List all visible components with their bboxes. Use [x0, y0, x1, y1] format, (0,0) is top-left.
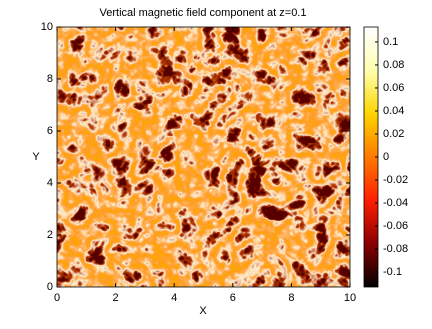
colorbar-tick-label: 0.06 [383, 82, 404, 94]
y-tick-label: 0 [47, 281, 53, 293]
colorbar-tick-label: 0.04 [383, 105, 404, 117]
x-tick-label: 8 [288, 292, 294, 304]
colorbar-tick-label: -0.02 [383, 174, 408, 186]
y-tick-label: 2 [47, 229, 53, 241]
y-axis-label: Y [32, 151, 40, 163]
colorbar-tick-label: 0.02 [383, 128, 404, 140]
field-texture [57, 27, 350, 287]
x-axis-label: X [199, 305, 207, 317]
colorbar-tick-label: -0.08 [383, 243, 408, 255]
y-tick-label: 6 [47, 125, 53, 137]
chart-title: Vertical magnetic field component at z=0… [100, 7, 307, 19]
colorbar-tick-label: -0.04 [383, 197, 408, 209]
x-tick-label: 2 [113, 292, 119, 304]
y-tick-label: 8 [47, 73, 53, 85]
axes-frame [56, 26, 351, 288]
x-tick-label: 10 [344, 292, 356, 304]
x-tick-label: 0 [54, 292, 60, 304]
y-tick-label: 10 [41, 21, 53, 33]
colorbar-tick-label: 0 [383, 151, 389, 163]
x-tick-label: 6 [230, 292, 236, 304]
y-tick-label: 4 [47, 177, 53, 189]
x-tick-label: 4 [171, 292, 177, 304]
colorbar-tick-label: -0.1 [383, 266, 402, 278]
colorbar-tick-label: 0.08 [383, 59, 404, 71]
colorbar-tick-label: 0.1 [383, 36, 398, 48]
colorbar-tick-label: -0.06 [383, 220, 408, 232]
